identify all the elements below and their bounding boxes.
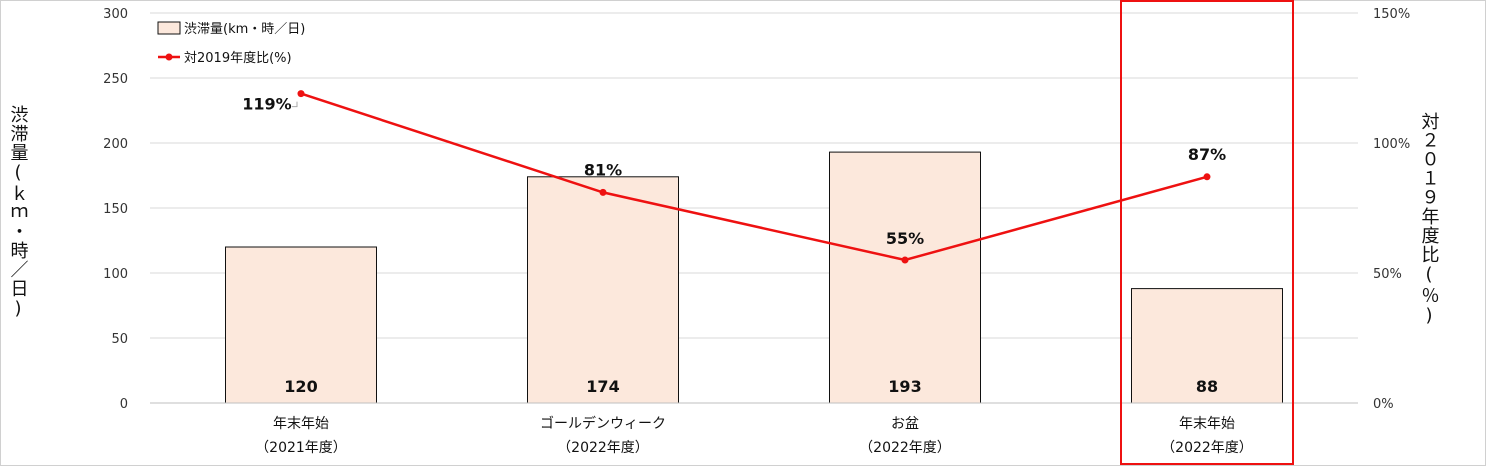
line-value-label: 87% xyxy=(1188,145,1226,164)
line-point xyxy=(297,90,305,98)
left-axis-ticks: 0 50 100 150 200 250 300 xyxy=(103,7,128,412)
bar-series xyxy=(150,151,1358,404)
category-label: 年末年始 xyxy=(273,416,329,432)
label-leader-line xyxy=(292,101,298,108)
bar-value-label: 174 xyxy=(586,377,619,396)
bar-value-label: 88 xyxy=(1196,377,1218,396)
legend-bar-swatch xyxy=(157,21,181,35)
category-label: ゴールデンウィーク xyxy=(540,415,666,432)
line-value-label: 55% xyxy=(886,229,924,248)
left-tick-label: 0 xyxy=(120,397,128,412)
bar-value-label: 120 xyxy=(284,377,317,396)
category-labels: 年末年始 （2021年度） ゴールデンウィーク （2022年度） お盆 （2022年度） 年… xyxy=(255,415,1253,456)
bar-value-labels: 120 174 193 88 xyxy=(284,377,1218,396)
line-point xyxy=(901,256,909,264)
bar-value-label: 193 xyxy=(888,377,921,396)
bar xyxy=(829,151,981,404)
left-tick-label: 250 xyxy=(103,72,128,87)
legend: 渋滞量(km・時／日) 対2019年度比(%) xyxy=(157,21,305,66)
legend-line-marker xyxy=(165,53,173,61)
left-tick-label: 50 xyxy=(111,332,128,347)
left-axis-title: 渋滞量(ｋｍ・時／日) xyxy=(8,105,29,320)
category-label: お盆 xyxy=(891,416,919,432)
line-point xyxy=(1203,173,1211,181)
bar xyxy=(225,246,377,404)
line-value-label: 81% xyxy=(584,160,622,179)
right-tick-label: 150% xyxy=(1373,7,1410,22)
bar xyxy=(1131,288,1283,404)
line-series xyxy=(297,90,1211,264)
legend-bar-label: 渋滞量(km・時／日) xyxy=(184,22,305,37)
legend-line-label: 対2019年度比(%) xyxy=(184,50,292,66)
line-point xyxy=(599,188,607,196)
right-tick-label: 100% xyxy=(1373,137,1410,152)
line-value-label: 119% xyxy=(242,95,291,114)
category-label: 年末年始 xyxy=(1179,416,1235,432)
right-axis-ticks: 0% 50% 100% 150% xyxy=(1373,7,1410,412)
right-tick-label: 50% xyxy=(1373,267,1402,282)
category-sublabel: （2022年度） xyxy=(557,440,649,456)
left-tick-label: 150 xyxy=(103,202,128,217)
left-tick-label: 300 xyxy=(103,7,128,22)
right-tick-label: 0% xyxy=(1373,397,1394,412)
left-tick-label: 100 xyxy=(103,267,128,282)
right-axis-title: 対２０１９年度比(％) xyxy=(1419,112,1440,327)
bar xyxy=(527,176,679,404)
line-path xyxy=(300,92,1208,262)
left-tick-label: 200 xyxy=(103,137,128,152)
category-sublabel: （2022年度） xyxy=(859,440,951,456)
highlight-box xyxy=(1120,0,1294,465)
category-sublabel: （2021年度） xyxy=(255,440,347,456)
line-value-labels: 119% 81% 55% 87% xyxy=(242,95,1226,248)
category-sublabel: （2022年度） xyxy=(1161,440,1253,456)
